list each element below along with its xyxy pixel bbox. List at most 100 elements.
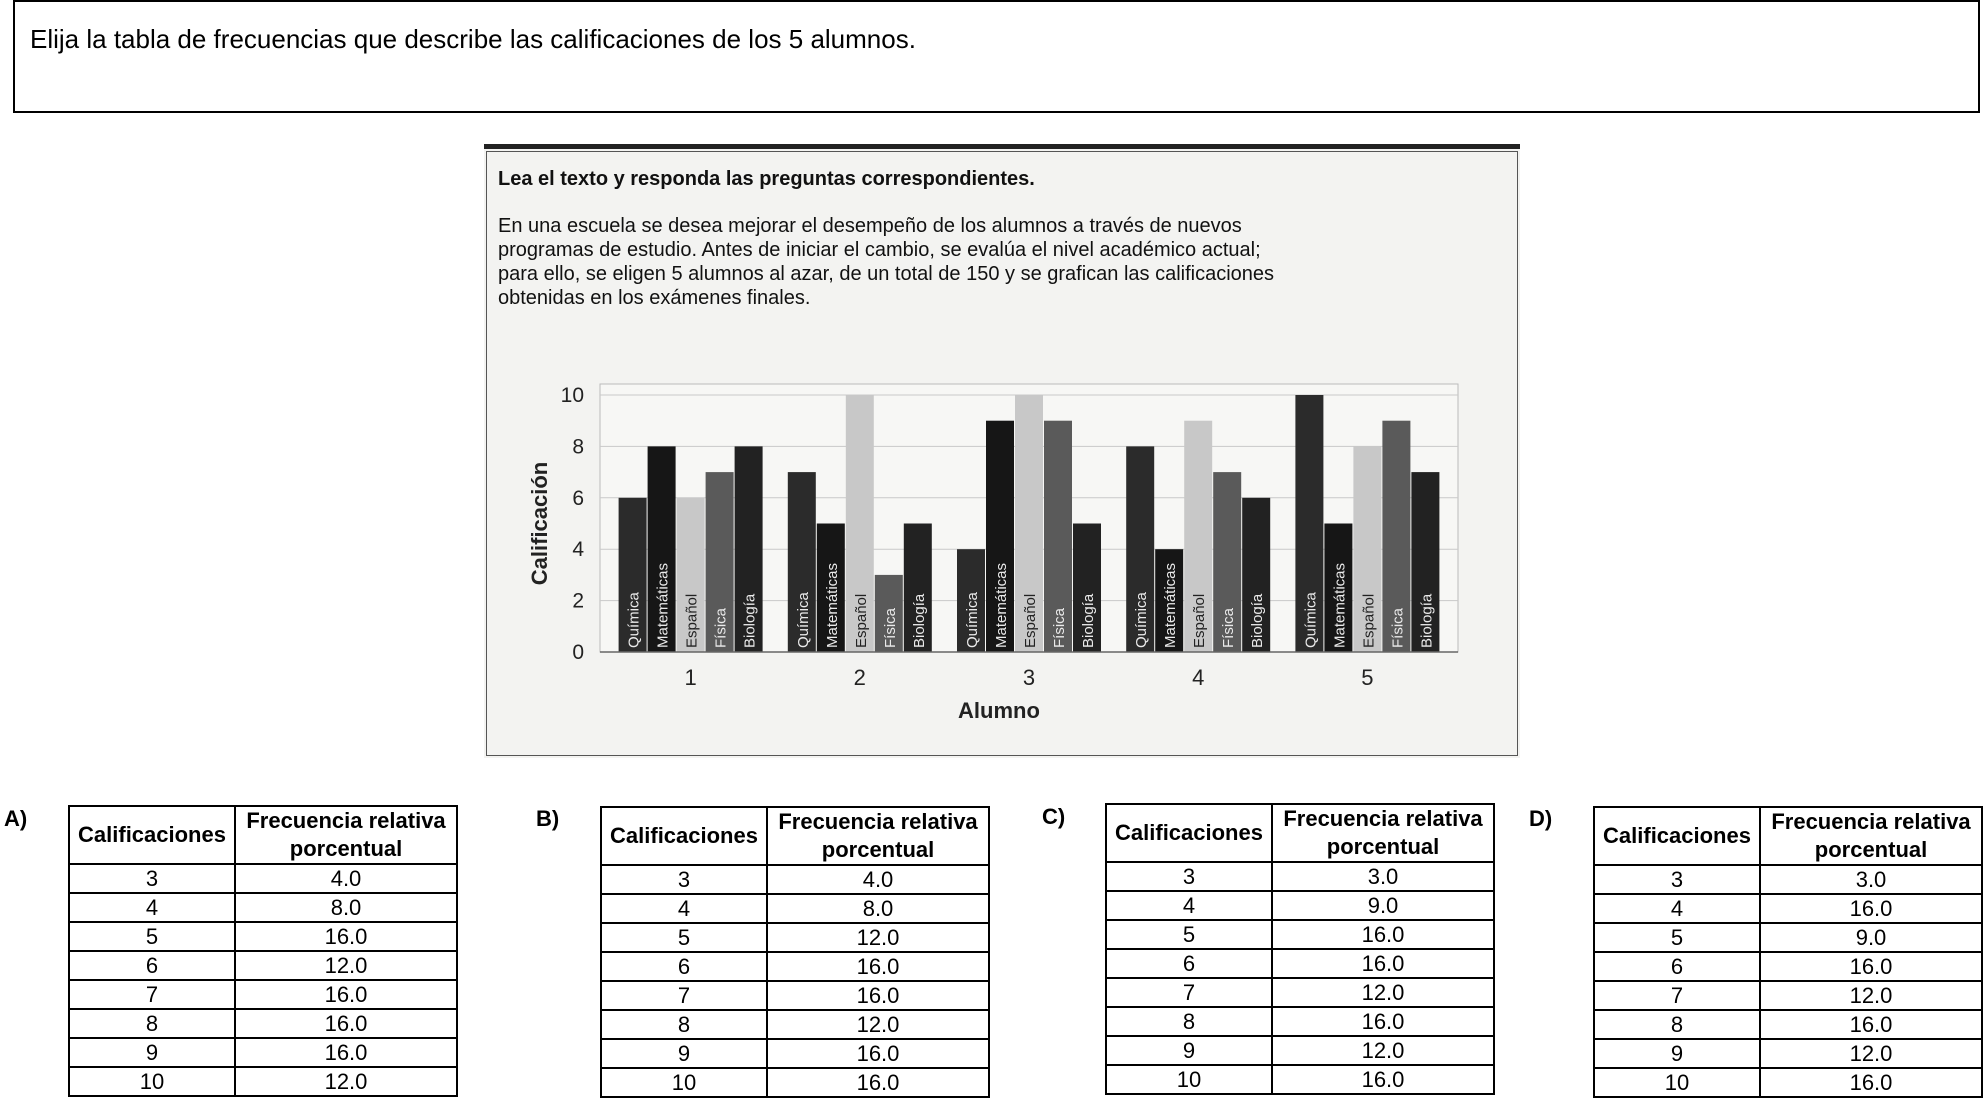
cell-frecuencia: 16.0 xyxy=(766,1038,990,1069)
cell-calificacion: 10 xyxy=(600,1067,768,1098)
bar-label: Biología xyxy=(742,593,759,648)
option-d-letter[interactable]: D) xyxy=(1529,806,1553,831)
x-axis-label: Alumno xyxy=(958,698,1040,723)
table-row: 9 16.0 xyxy=(600,1038,990,1069)
cell-calificacion: 5 xyxy=(1593,922,1761,953)
table-row: 8 16.0 xyxy=(68,1008,458,1039)
bar-2-1 xyxy=(986,420,1014,652)
bar-0-2 xyxy=(676,497,705,652)
bar-3-4 xyxy=(1242,497,1271,652)
y-tick-label: 0 xyxy=(572,641,584,664)
bar-label: Matemáticas xyxy=(824,563,841,648)
bar-1-0 xyxy=(787,472,816,652)
option-a-letter[interactable]: A) xyxy=(4,806,28,831)
cell-calificacion: 6 xyxy=(1105,948,1273,979)
table-row: 3 4.0 xyxy=(68,863,458,894)
table-row: 9 12.0 xyxy=(1593,1038,1983,1069)
y-tick-label: 6 xyxy=(572,487,584,510)
bar-4-4 xyxy=(1411,472,1440,652)
cell-calificacion: 4 xyxy=(600,893,768,924)
cell-calificacion: 3 xyxy=(1593,864,1761,895)
cell-calificacion: 10 xyxy=(1105,1064,1273,1095)
bar-label: Química xyxy=(964,591,981,648)
table-row: 5 16.0 xyxy=(68,921,458,952)
table-row: 10 16.0 xyxy=(1105,1064,1495,1095)
table-row: 3 3.0 xyxy=(1593,864,1983,895)
bar-1-1 xyxy=(816,523,845,652)
table-row: 4 16.0 xyxy=(1593,893,1983,924)
cell-calificacion: 3 xyxy=(1105,861,1273,892)
cell-calificacion: 10 xyxy=(68,1066,236,1097)
cell-calificacion: 7 xyxy=(1593,980,1761,1011)
cell-frecuencia: 12.0 xyxy=(766,1009,990,1040)
cell-calificacion: 7 xyxy=(600,980,768,1011)
cell-calificacion: 9 xyxy=(68,1037,236,1068)
cell-calificacion: 4 xyxy=(68,892,236,923)
table-row: 5 12.0 xyxy=(600,922,990,953)
table-row: 7 16.0 xyxy=(68,979,458,1010)
table-row: 9 12.0 xyxy=(1105,1035,1495,1066)
header-calificaciones: Calificaciones xyxy=(68,805,236,865)
cell-calificacion: 4 xyxy=(1105,890,1273,921)
cell-frecuencia: 16.0 xyxy=(1271,919,1495,950)
option-c-table[interactable]: Calificaciones Frecuencia relativa porce… xyxy=(1105,803,1495,1095)
table-row: 5 9.0 xyxy=(1593,922,1983,953)
cell-calificacion: 8 xyxy=(600,1009,768,1040)
header-frecuencia: Frecuencia relativa porcentual xyxy=(766,806,990,866)
header-frecuencia: Frecuencia relativa porcentual xyxy=(1271,803,1495,863)
cell-calificacion: 8 xyxy=(68,1008,236,1039)
bar-label: Biología xyxy=(1249,593,1266,648)
table-row: 6 16.0 xyxy=(600,951,990,982)
bar-label: Español xyxy=(1360,594,1377,648)
bar-0-0 xyxy=(618,497,647,652)
cell-frecuencia: 16.0 xyxy=(1759,1009,1983,1040)
option-a-table[interactable]: Calificaciones Frecuencia relativa porce… xyxy=(68,805,458,1097)
table-row: 6 16.0 xyxy=(1593,951,1983,982)
header-calificaciones: Calificaciones xyxy=(1593,806,1761,866)
bar-4-0 xyxy=(1295,395,1324,652)
bar-label: Español xyxy=(684,594,701,648)
table-row: 6 12.0 xyxy=(68,950,458,981)
paragraph-line: obtenidas en los exámenes finales. xyxy=(498,287,811,309)
option-d-table[interactable]: Calificaciones Frecuencia relativa porce… xyxy=(1593,806,1983,1098)
table-row: 7 12.0 xyxy=(1593,980,1983,1011)
bar-3-0 xyxy=(1126,446,1155,652)
header-frecuencia: Frecuencia relativa porcentual xyxy=(1759,806,1983,866)
x-tick-label: 5 xyxy=(1361,665,1373,690)
bar-label: Física xyxy=(1051,607,1068,648)
cell-calificacion: 10 xyxy=(1593,1067,1761,1098)
cell-calificacion: 3 xyxy=(600,864,768,895)
figure-frame xyxy=(486,151,1518,756)
cell-calificacion: 9 xyxy=(1593,1038,1761,1069)
table-row: 10 12.0 xyxy=(68,1066,458,1097)
bar-4-2 xyxy=(1353,446,1382,652)
table-row: 8 12.0 xyxy=(600,1009,990,1040)
option-b-letter[interactable]: B) xyxy=(536,806,560,831)
bar-3-1 xyxy=(1155,549,1184,652)
bar-label: Física xyxy=(1220,607,1237,648)
bar-4-1 xyxy=(1324,523,1353,652)
bar-3-3 xyxy=(1213,472,1242,652)
bar-label: Biología xyxy=(911,593,928,648)
question-box: Elija la tabla de frecuencias que descri… xyxy=(13,0,1980,113)
cell-calificacion: 4 xyxy=(1593,893,1761,924)
figure-heading: Lea el texto y responda las preguntas co… xyxy=(498,168,1035,190)
option-c-letter[interactable]: C) xyxy=(1042,804,1066,829)
bar-3-2 xyxy=(1184,420,1213,652)
y-tick-label: 8 xyxy=(572,435,584,458)
table-row: 9 16.0 xyxy=(68,1037,458,1068)
bar-label: Química xyxy=(626,591,643,648)
table-row: 3 3.0 xyxy=(1105,861,1495,892)
cell-frecuencia: 16.0 xyxy=(1759,951,1983,982)
cell-frecuencia: 12.0 xyxy=(1271,977,1495,1008)
x-tick-label: 2 xyxy=(854,665,866,690)
option-b-table[interactable]: Calificaciones Frecuencia relativa porce… xyxy=(600,806,990,1098)
table-row: 6 16.0 xyxy=(1105,948,1495,979)
table-row: 4 9.0 xyxy=(1105,890,1495,921)
bar-label: Química xyxy=(1133,591,1150,648)
header-frecuencia: Frecuencia relativa porcentual xyxy=(234,805,458,865)
paragraph-line: En una escuela se desea mejorar el desem… xyxy=(498,215,1242,237)
cell-frecuencia: 12.0 xyxy=(234,1066,458,1097)
cell-frecuencia: 12.0 xyxy=(1759,980,1983,1011)
bar-2-4 xyxy=(1073,523,1101,652)
